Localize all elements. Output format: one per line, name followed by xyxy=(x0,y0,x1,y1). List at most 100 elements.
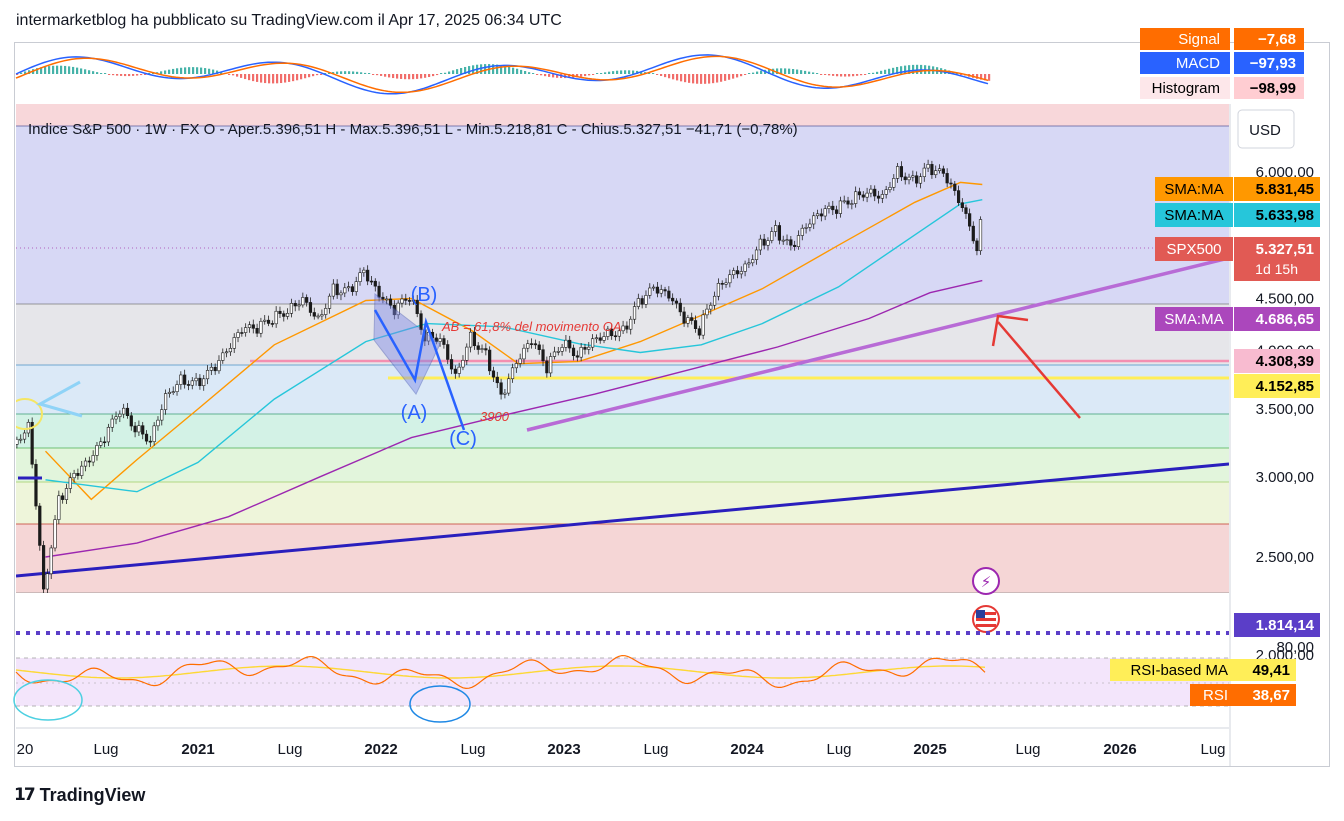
macd-histogram-bar xyxy=(124,74,127,77)
macd-histogram-bar xyxy=(76,67,79,74)
candle-body xyxy=(716,283,721,297)
candle-body xyxy=(442,338,446,345)
band-grey xyxy=(16,304,1229,365)
macd-histogram-bar xyxy=(144,74,147,75)
macd-histogram-bar xyxy=(56,65,59,74)
time-tick-label: 2026 xyxy=(1103,741,1136,758)
candle-body xyxy=(789,239,793,246)
candle-body xyxy=(964,207,968,214)
time-tick-label: 2023 xyxy=(547,741,580,758)
candle-body xyxy=(850,203,854,205)
candle-body xyxy=(854,191,858,204)
cyan-arrow-left xyxy=(36,380,83,418)
tradingview-brand[interactable]: TradingView xyxy=(39,784,146,805)
candle-body xyxy=(179,374,183,385)
candle-body xyxy=(205,370,210,380)
candle-body xyxy=(827,205,831,209)
candle-body xyxy=(446,344,450,360)
candle-body xyxy=(369,280,374,283)
candle-body xyxy=(632,306,637,320)
time-tick-label: 2021 xyxy=(181,741,214,758)
macd-histogram-bar xyxy=(312,74,315,77)
macd-histogram-bar xyxy=(448,71,451,74)
candle-body xyxy=(293,303,297,307)
macd-label-name: Signal xyxy=(1178,31,1220,48)
tradingview-logo-icon[interactable]: 17 xyxy=(14,785,36,805)
macd-histogram-bar xyxy=(196,67,199,74)
candle-body xyxy=(724,282,728,285)
candle-body xyxy=(884,189,888,195)
macd-histogram-bar xyxy=(320,74,323,75)
candle-body xyxy=(537,344,541,350)
candle-body xyxy=(754,249,759,260)
candle-body xyxy=(354,281,358,292)
moving-average-line xyxy=(44,181,983,501)
macd-histogram-bar xyxy=(804,70,807,74)
macd-pane: Signal −7,68 MACD −97,93 Histogram −98,99 xyxy=(15,28,1304,99)
candle-body xyxy=(133,425,137,433)
candle-body xyxy=(503,392,507,395)
candle-body xyxy=(857,191,862,196)
price-label-value: 4.152,85 xyxy=(1256,378,1314,395)
macd-histogram-bar xyxy=(712,74,715,84)
price-tick-label: 3.500,00 xyxy=(1256,401,1314,418)
macd-histogram-bar xyxy=(180,67,183,74)
macd-histogram-bar xyxy=(432,74,435,77)
event-lightning-icon xyxy=(972,567,1000,595)
candle-body xyxy=(491,370,496,378)
candle-body xyxy=(202,378,206,387)
candle-body xyxy=(510,367,515,380)
candle-body xyxy=(419,313,423,330)
candle-body xyxy=(76,472,80,476)
macd-histogram-bar xyxy=(580,74,583,77)
candle-body xyxy=(255,328,259,334)
macd-histogram-bar xyxy=(528,72,531,74)
macd-histogram-bar xyxy=(736,74,739,78)
candle-body xyxy=(362,269,366,274)
candle-body xyxy=(476,345,480,350)
macd-signal-line xyxy=(15,55,989,94)
candle-body xyxy=(808,223,812,228)
macd-histogram-bar xyxy=(688,74,691,83)
macd-histogram-bar xyxy=(808,71,811,74)
macd-histogram-bar xyxy=(464,66,467,74)
header: intermarketblog ha pubblicato su Trading… xyxy=(0,0,1344,42)
candle-body xyxy=(316,315,320,318)
time-tick-label: Lug xyxy=(277,741,302,758)
time-tick-label: 2025 xyxy=(913,741,946,758)
macd-histogram-bar xyxy=(692,74,695,84)
rsi-ma-line xyxy=(15,665,986,679)
macd-histogram-bar xyxy=(752,72,755,74)
candle-body xyxy=(819,213,823,217)
price-chart[interactable]: Signal −7,68 MACD −97,93 Histogram −98,99 (B) (… xyxy=(0,0,1344,780)
macd-histogram-bar xyxy=(352,71,355,74)
candle-body xyxy=(175,384,179,392)
candle-body xyxy=(861,194,865,198)
macd-histogram-bar xyxy=(456,69,459,74)
lightning-glyph: ⚡ xyxy=(981,573,992,591)
candle-body xyxy=(64,488,69,500)
macd-histogram-bar xyxy=(288,74,291,82)
abc-wave-path xyxy=(373,309,466,431)
candle-body xyxy=(148,440,152,443)
candle-body xyxy=(648,287,652,296)
rsi-label-value: 38,67 xyxy=(1252,687,1290,704)
candle-body xyxy=(934,170,938,176)
candle-body xyxy=(831,205,835,211)
candle-body xyxy=(251,324,255,329)
macd-histogram-bar xyxy=(260,74,263,83)
macd-histogram-bar xyxy=(372,74,375,75)
candle-body xyxy=(217,360,221,372)
macd-histogram-bar xyxy=(40,67,43,74)
candle-body xyxy=(472,331,477,347)
candle-body xyxy=(918,176,923,184)
candle-body xyxy=(209,366,213,371)
candle-body xyxy=(949,182,953,185)
macd-histogram-bar xyxy=(68,66,71,74)
band-mint xyxy=(16,414,1229,448)
macd-histogram-bar xyxy=(612,71,615,74)
candle-body xyxy=(377,285,381,298)
candle-body xyxy=(434,337,438,342)
macd-histogram-bar xyxy=(776,68,779,74)
macd-histogram-bar xyxy=(308,74,311,78)
